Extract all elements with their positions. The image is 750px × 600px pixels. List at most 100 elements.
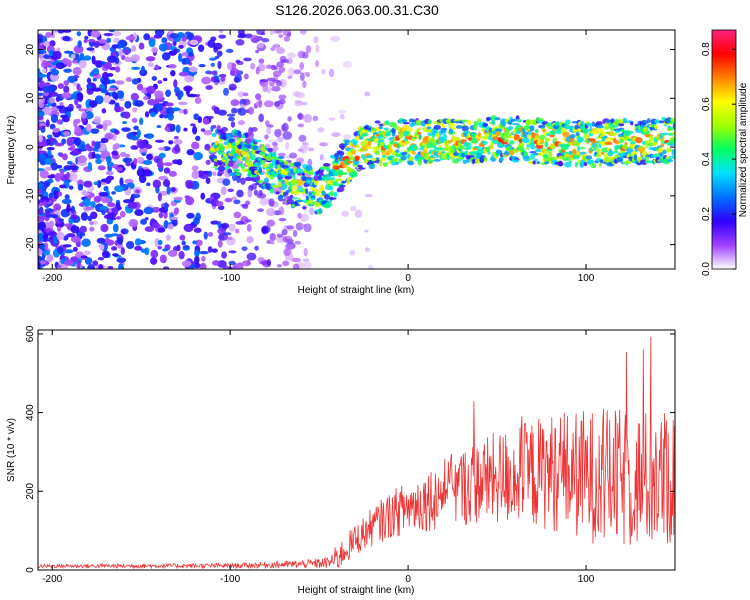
spectrogram-cell bbox=[45, 31, 52, 38]
spectrogram-cell bbox=[258, 99, 263, 109]
spectrogram-cell bbox=[303, 261, 312, 269]
spectrogram-cell bbox=[147, 62, 155, 68]
spectrogram-cell bbox=[313, 175, 320, 182]
spectrogram-cell bbox=[113, 143, 120, 150]
spectrogram-cell bbox=[97, 165, 106, 171]
spectrogram-cell bbox=[38, 255, 43, 262]
spectrogram-cell bbox=[133, 125, 139, 131]
spectrogram-cell bbox=[144, 226, 155, 233]
spectrogram-cell bbox=[585, 155, 593, 160]
spectrogram-cell bbox=[210, 76, 216, 83]
spectrogram-cell bbox=[667, 127, 675, 131]
spectrogram-cell bbox=[463, 119, 468, 123]
spectrogram-cell bbox=[418, 134, 422, 140]
spectrogram-cell bbox=[157, 245, 162, 250]
spectrogram-cell bbox=[123, 111, 131, 119]
spectrogram-cell bbox=[83, 39, 88, 43]
spectrogram-cell bbox=[54, 142, 65, 147]
spectrogram-cell bbox=[134, 245, 143, 251]
spectrogram-cell bbox=[229, 171, 236, 177]
spectrogram-cell bbox=[640, 119, 648, 126]
spectrogram-cell bbox=[269, 30, 275, 36]
spectrogram-cell bbox=[596, 148, 602, 155]
spectrogram-cell bbox=[173, 48, 178, 55]
y-tick-label: 200 bbox=[25, 483, 36, 500]
spectrogram-cell bbox=[139, 117, 144, 126]
spectrogram-cell bbox=[88, 100, 98, 107]
spectrogram-cell bbox=[264, 120, 270, 126]
spectrogram-cell bbox=[128, 219, 139, 228]
spectrogram-cell bbox=[216, 50, 223, 57]
spectrogram-cell bbox=[658, 120, 665, 124]
spectrogram-cell bbox=[216, 125, 221, 131]
spectrogram-cell bbox=[628, 130, 634, 134]
spectrogram-cell bbox=[157, 192, 162, 202]
spectrogram-cell bbox=[205, 85, 213, 90]
spectrogram-cell bbox=[247, 189, 253, 198]
spectrogram-cell bbox=[236, 138, 243, 142]
spectrogram-cell bbox=[269, 233, 276, 242]
spectrogram-cell bbox=[205, 159, 211, 165]
spectrogram-cell bbox=[61, 198, 72, 205]
spectrogram-cell bbox=[192, 240, 197, 245]
spectrogram-cell bbox=[218, 30, 224, 34]
spectrogram-cell bbox=[242, 204, 249, 209]
spectrogram-cell bbox=[671, 138, 675, 144]
spectrogram-cell bbox=[610, 118, 615, 124]
spectrogram-cell bbox=[93, 195, 102, 203]
spectrogram-cell bbox=[96, 179, 102, 189]
spectrogram-cell bbox=[214, 167, 219, 171]
spectrogram-cell bbox=[528, 157, 532, 161]
spectrogram-cell bbox=[307, 147, 315, 152]
spectrogram-cell bbox=[272, 184, 280, 189]
spectrogram-cell bbox=[66, 203, 71, 213]
spectrogram-cell bbox=[299, 213, 309, 222]
spectrogram-cell bbox=[207, 246, 213, 253]
spectrogram-cell bbox=[121, 229, 127, 234]
spectrogram-cell bbox=[281, 122, 289, 132]
spectrogram-cell bbox=[59, 101, 64, 107]
spectrogram-cell bbox=[544, 141, 549, 148]
y-tick-label: -20 bbox=[25, 237, 36, 252]
spectrogram-cell bbox=[38, 199, 41, 205]
spectrogram-cell bbox=[218, 145, 225, 152]
spectrogram-cell bbox=[329, 185, 334, 191]
spectrogram-cell bbox=[203, 231, 208, 240]
spectrogram-cell bbox=[57, 30, 65, 34]
spectrogram-cell bbox=[308, 191, 313, 196]
spectrogram-cell bbox=[671, 154, 675, 160]
spectrogram-cell bbox=[549, 134, 555, 138]
spectrogram-cell bbox=[402, 124, 410, 131]
spectrogram-cell bbox=[337, 186, 345, 193]
spectrogram-cell bbox=[38, 37, 43, 44]
spectrogram-cell bbox=[176, 244, 181, 252]
spectrogram-cell bbox=[646, 117, 651, 124]
spectrogram-cell bbox=[48, 49, 54, 57]
spectrogram-cell bbox=[235, 149, 240, 153]
spectrogram-cell bbox=[287, 116, 292, 122]
spectrogram-cell bbox=[158, 43, 168, 52]
spectrogram-cell bbox=[295, 92, 306, 99]
spectrogram-cell bbox=[276, 233, 284, 238]
spectrogram-cell bbox=[136, 156, 145, 163]
spectrogram-cell bbox=[257, 42, 264, 49]
spectrogram-cell bbox=[283, 248, 291, 257]
spectrogram-cell bbox=[227, 155, 234, 160]
spectrogram-cell bbox=[87, 161, 93, 171]
spectrogram-cell bbox=[342, 164, 349, 169]
spectrogram-cell bbox=[165, 89, 172, 97]
spectrogram-cell bbox=[181, 51, 189, 57]
spectrogram-cell bbox=[194, 255, 200, 265]
spectrogram-cell bbox=[42, 200, 48, 207]
spectrogram-cell bbox=[99, 244, 105, 251]
spectrogram-cell bbox=[357, 167, 366, 170]
spectrogram-cell bbox=[533, 158, 538, 162]
spectrogram-cell bbox=[287, 75, 293, 80]
spectrogram-cell bbox=[112, 31, 122, 37]
spectrogram-cell bbox=[212, 42, 223, 50]
spectrogram-cell bbox=[43, 249, 51, 256]
spectrogram-cell bbox=[60, 114, 69, 119]
spectrogram-cell bbox=[150, 257, 158, 265]
spectrogram-cell bbox=[222, 178, 231, 186]
